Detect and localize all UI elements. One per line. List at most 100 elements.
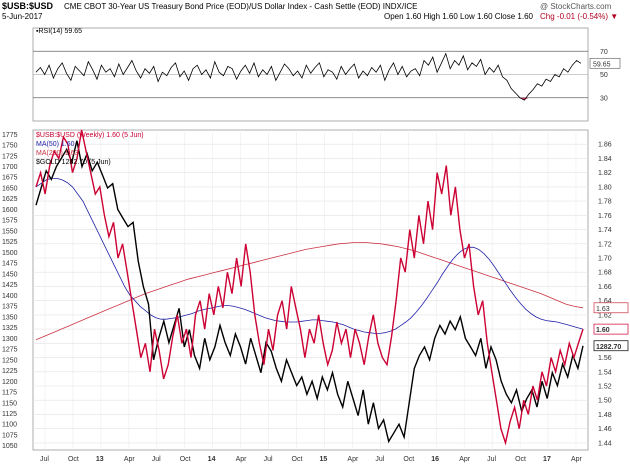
chart-symbol: $USB:$USD xyxy=(2,1,54,11)
ma200-last-label: 1.63 xyxy=(596,306,610,313)
gold-tick-label: 1475 xyxy=(2,261,18,268)
legend-gold: $GOLD 1282.70 (5 Jun) xyxy=(36,159,111,166)
gold-last-box xyxy=(593,340,629,352)
gold-tick-label: 1425 xyxy=(2,282,18,289)
ma50-line xyxy=(35,177,584,334)
gold-tick-label: 1700 xyxy=(2,164,18,171)
x-tick-label: Jul xyxy=(264,456,273,463)
gold-tick-label: 1100 xyxy=(2,422,17,429)
x-tick-label: Apr xyxy=(459,456,471,463)
gold-tick-label: 1125 xyxy=(2,411,17,418)
gold-tick-label: 1750 xyxy=(2,143,18,150)
ratio-tick-label: 1.46 xyxy=(598,426,612,433)
gold-tick-label: 1375 xyxy=(2,304,18,311)
rsi-tick-label: 50 xyxy=(600,72,608,79)
gold-tick-label: 1175 xyxy=(2,390,17,397)
gold-tick-label: 1075 xyxy=(2,432,18,439)
rsi-grid xyxy=(33,50,588,99)
gold-tick-label: 1600 xyxy=(2,207,18,214)
x-tick-label: 17 xyxy=(543,456,551,463)
chart-date: 5-Jun-2017 xyxy=(2,12,43,21)
legend-ma50: MA(50) 1.60 xyxy=(36,141,75,148)
price-grid xyxy=(33,130,588,450)
gold-tick-label: 1725 xyxy=(2,153,18,160)
ratio-tick-label: 1.78 xyxy=(598,199,612,206)
ratio-tick-label: 1.66 xyxy=(598,284,612,291)
gold-tick-label: 1150 xyxy=(2,400,17,407)
gold-tick-label: 1225 xyxy=(2,368,18,375)
gold-tick-label: 1400 xyxy=(2,293,18,300)
legend-price: $USB:$USD (Weekly) 1.60 (5 Jun) xyxy=(36,132,144,139)
rsi-oversold-fill xyxy=(520,97,529,101)
ratio-tick-label: 1.48 xyxy=(598,412,612,419)
ratio-tick-label: 1.76 xyxy=(598,213,612,220)
ratio-tick-label: 1.72 xyxy=(598,241,612,248)
last-value-tags: 1.63 1.60 1282.70 xyxy=(593,302,629,352)
ohlc-values: Open 1.60 High 1.60 Low 1.60 Close 1.60 xyxy=(384,12,533,21)
x-tick-label: Oct xyxy=(292,456,303,463)
ratio-tick-label: 1.86 xyxy=(598,142,612,149)
gold-tick-label: 1300 xyxy=(2,336,18,343)
gold-tick-label: 1350 xyxy=(2,314,18,321)
gold-tick-label: 1525 xyxy=(2,239,18,246)
x-tick-label: Apr xyxy=(124,456,136,463)
x-tick-label: 15 xyxy=(319,456,327,463)
gold-tick-label: 1200 xyxy=(2,379,18,386)
x-tick-label: Apr xyxy=(571,456,583,463)
gold-tick-label: 1250 xyxy=(2,357,18,364)
x-axis-tick-labels: Jul Oct 13 Apr Jul Oct 14 Apr Jul Oct 15 Apr Jul Oct 1… xyxy=(40,456,583,463)
rsi-last-value-tag: 59.65 xyxy=(589,57,621,69)
ratio-tick-label: 1.64 xyxy=(598,298,612,305)
chart-description: CME CBOT 30-Year US Treasury Bond Price … xyxy=(64,2,418,11)
x-tick-label: Jul xyxy=(487,456,496,463)
x-tick-label: Apr xyxy=(347,456,359,463)
ratio-tick-label: 1.82 xyxy=(598,170,612,177)
gold-tick-label: 1275 xyxy=(2,347,18,354)
change-value: Chg -0.01 (-0.54%) ▼ xyxy=(540,12,619,21)
ratio-tick-label: 1.54 xyxy=(598,369,612,376)
gold-tick-label: 1325 xyxy=(2,325,18,332)
gold-tick-label: 1625 xyxy=(2,196,18,203)
ratio-tick-label: 1.84 xyxy=(598,156,612,163)
rsi-tick-labels: 70 50 30 xyxy=(600,49,608,103)
rsi-last-box xyxy=(589,57,621,69)
gold-tick-label: 1575 xyxy=(2,218,18,225)
ratio-tick-label: 1.70 xyxy=(598,256,612,263)
x-tick-label: 13 xyxy=(96,456,104,463)
x-tick-label: Oct xyxy=(515,456,526,463)
gold-tick-label: 1650 xyxy=(2,185,18,192)
ratio-tick-label: 1.62 xyxy=(598,312,612,319)
gold-tick-label: 1450 xyxy=(2,271,18,278)
ratio-tick-label: 1.44 xyxy=(598,440,612,447)
x-tick-label: Oct xyxy=(68,456,79,463)
x-tick-label: 16 xyxy=(431,456,439,463)
x-tick-label: Jul xyxy=(40,456,49,463)
price-panel xyxy=(32,129,589,451)
rsi-tick-label: 70 xyxy=(600,49,608,56)
rsi-tick-label: 30 xyxy=(600,95,608,102)
legend-ma200: MA(200) 1.63 xyxy=(36,150,79,157)
watermark: @ StockCharts.com xyxy=(540,2,612,11)
rsi-last-label: 59.65 xyxy=(593,61,611,68)
x-tick-label: Oct xyxy=(403,456,414,463)
gold-tick-label: 1550 xyxy=(2,228,18,235)
gold-tick-label: 1675 xyxy=(2,175,18,182)
x-tick-label: Apr xyxy=(236,456,248,463)
ratio-tick-label: 1.50 xyxy=(598,398,612,405)
ratio-axis-tick-labels: 1.86 1.84 1.82 1.80 1.78 1.76 1.74 1.72 1.70 1.68… xyxy=(598,142,612,448)
gold-axis-tick-labels: 1775 1750 1725 1700 1675 1650 1625 1600 1575 1550… xyxy=(2,132,18,450)
ratio-tick-label: 1.74 xyxy=(598,227,612,234)
ratio-tick-label: 1.68 xyxy=(598,270,612,277)
x-tick-label: Jul xyxy=(375,456,384,463)
rsi-legend: ▪RSI(14) 59.65 xyxy=(36,28,83,35)
ratio-tick-label: 1.52 xyxy=(598,384,612,391)
gold-line xyxy=(35,140,584,444)
x-tick-label: Jul xyxy=(152,456,161,463)
price-line xyxy=(35,129,584,446)
gold-last-label: 1282.70 xyxy=(596,344,621,351)
x-tick-label: 14 xyxy=(208,456,216,463)
x-tick-label: Oct xyxy=(180,456,191,463)
gold-tick-label: 1050 xyxy=(2,443,18,450)
ratio-tick-label: 1.56 xyxy=(598,355,612,362)
